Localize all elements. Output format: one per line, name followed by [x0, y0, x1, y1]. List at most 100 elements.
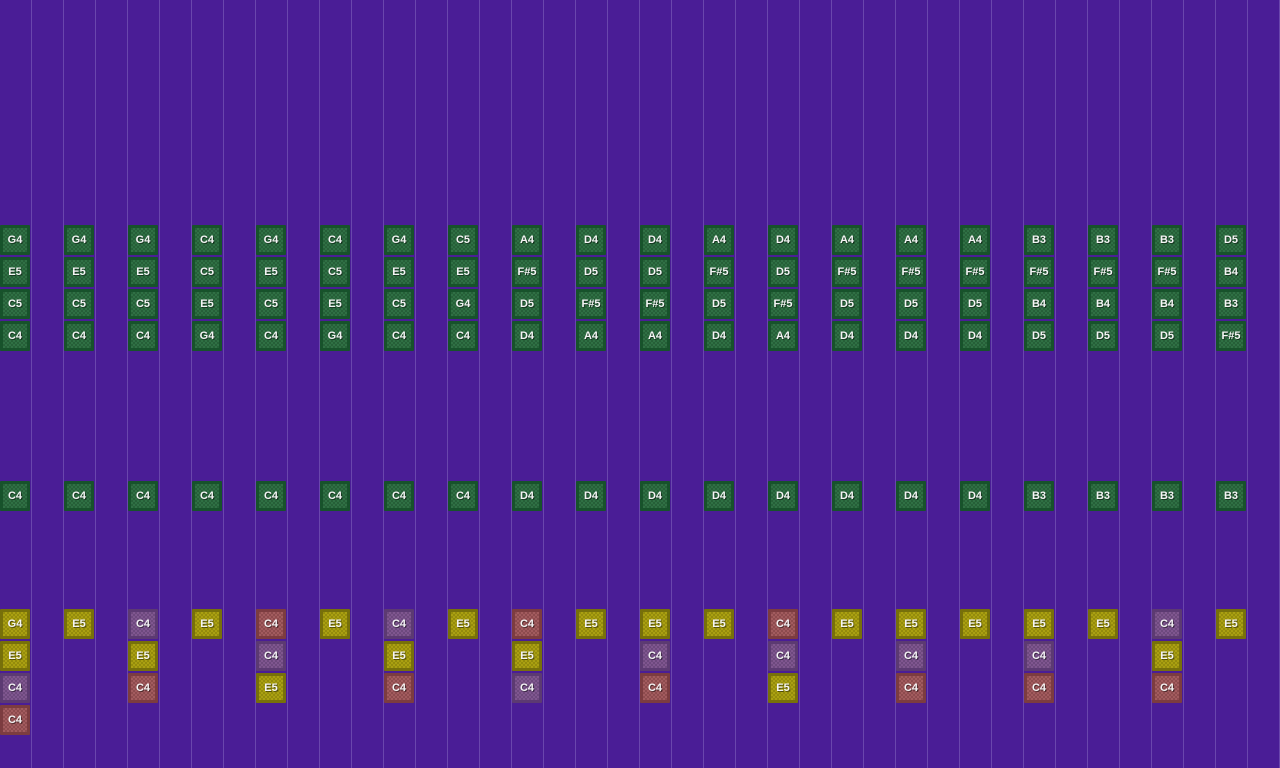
note-block[interactable]: E5 — [448, 257, 478, 287]
note-block[interactable]: E5 — [64, 257, 94, 287]
note-block[interactable]: C4 — [0, 705, 30, 735]
note-block[interactable]: C5 — [0, 289, 30, 319]
note-block[interactable]: D4 — [832, 321, 862, 351]
note-block[interactable]: C4 — [768, 609, 798, 639]
note-block[interactable]: C4 — [128, 673, 158, 703]
note-block[interactable]: E5 — [0, 257, 30, 287]
note-block[interactable]: E5 — [1216, 609, 1246, 639]
note-block[interactable]: C5 — [256, 289, 286, 319]
note-block[interactable]: D5 — [1152, 321, 1182, 351]
note-block[interactable]: G4 — [256, 225, 286, 255]
note-block[interactable]: C4 — [256, 609, 286, 639]
note-block[interactable]: D5 — [768, 257, 798, 287]
note-block[interactable]: G4 — [384, 225, 414, 255]
note-block[interactable]: E5 — [896, 609, 926, 639]
note-block[interactable]: D5 — [640, 257, 670, 287]
note-block[interactable]: E5 — [640, 609, 670, 639]
note-block[interactable]: F#5 — [960, 257, 990, 287]
note-block[interactable]: C4 — [896, 641, 926, 671]
note-block[interactable]: C5 — [64, 289, 94, 319]
note-block[interactable]: C4 — [384, 321, 414, 351]
note-block[interactable]: E5 — [384, 257, 414, 287]
note-block[interactable]: C5 — [128, 289, 158, 319]
note-block[interactable]: E5 — [320, 609, 350, 639]
note-block[interactable]: B3 — [1088, 481, 1118, 511]
note-block[interactable]: C4 — [320, 481, 350, 511]
note-block[interactable]: C5 — [320, 257, 350, 287]
note-block[interactable]: E5 — [256, 257, 286, 287]
note-block[interactable]: A4 — [832, 225, 862, 255]
note-block[interactable]: E5 — [1088, 609, 1118, 639]
note-block[interactable]: G4 — [64, 225, 94, 255]
note-block[interactable]: C4 — [896, 673, 926, 703]
note-block[interactable]: G4 — [448, 289, 478, 319]
note-block[interactable]: D4 — [768, 481, 798, 511]
note-block[interactable]: G4 — [0, 225, 30, 255]
note-block[interactable]: C4 — [1152, 673, 1182, 703]
note-block[interactable]: G4 — [128, 225, 158, 255]
note-block[interactable]: D4 — [576, 225, 606, 255]
note-block[interactable]: D5 — [512, 289, 542, 319]
note-block[interactable]: C4 — [256, 481, 286, 511]
note-block[interactable]: C4 — [256, 321, 286, 351]
note-block[interactable]: E5 — [256, 673, 286, 703]
note-block[interactable]: C4 — [640, 673, 670, 703]
note-block[interactable]: F#5 — [1216, 321, 1246, 351]
note-block[interactable]: A4 — [768, 321, 798, 351]
note-block[interactable]: B3 — [1216, 481, 1246, 511]
note-block[interactable]: D5 — [896, 289, 926, 319]
note-block[interactable]: F#5 — [768, 289, 798, 319]
note-block[interactable]: C4 — [128, 321, 158, 351]
note-block[interactable]: B3 — [1152, 225, 1182, 255]
note-block[interactable]: E5 — [192, 289, 222, 319]
note-block[interactable]: D4 — [640, 481, 670, 511]
note-block[interactable]: F#5 — [512, 257, 542, 287]
note-block[interactable]: E5 — [320, 289, 350, 319]
note-block[interactable]: C4 — [448, 481, 478, 511]
note-block[interactable]: C4 — [128, 609, 158, 639]
note-block[interactable]: C4 — [64, 481, 94, 511]
note-block[interactable]: E5 — [768, 673, 798, 703]
note-block[interactable]: C4 — [384, 609, 414, 639]
note-block[interactable]: E5 — [832, 609, 862, 639]
note-block[interactable]: D5 — [576, 257, 606, 287]
note-block[interactable]: E5 — [0, 641, 30, 671]
note-block[interactable]: B3 — [1216, 289, 1246, 319]
note-block[interactable]: D4 — [512, 481, 542, 511]
note-block[interactable]: D4 — [960, 321, 990, 351]
note-block[interactable]: D4 — [704, 481, 734, 511]
note-block[interactable]: D5 — [1024, 321, 1054, 351]
note-block[interactable]: D5 — [1088, 321, 1118, 351]
note-block[interactable]: B3 — [1024, 481, 1054, 511]
note-block[interactable]: F#5 — [1088, 257, 1118, 287]
note-block[interactable]: E5 — [960, 609, 990, 639]
note-block[interactable]: C4 — [256, 641, 286, 671]
note-block[interactable]: B4 — [1088, 289, 1118, 319]
note-block[interactable]: C5 — [192, 257, 222, 287]
note-block[interactable]: D5 — [1216, 225, 1246, 255]
note-block[interactable]: F#5 — [704, 257, 734, 287]
note-block[interactable]: E5 — [64, 609, 94, 639]
note-block[interactable]: F#5 — [1152, 257, 1182, 287]
note-block[interactable]: E5 — [448, 609, 478, 639]
note-block[interactable]: A4 — [704, 225, 734, 255]
note-block[interactable]: C4 — [0, 481, 30, 511]
note-block[interactable]: B3 — [1088, 225, 1118, 255]
note-block[interactable]: C4 — [64, 321, 94, 351]
note-block[interactable]: D4 — [704, 321, 734, 351]
note-block[interactable]: D4 — [896, 321, 926, 351]
note-block[interactable]: E5 — [128, 641, 158, 671]
note-block[interactable]: D5 — [704, 289, 734, 319]
note-block[interactable]: A4 — [960, 225, 990, 255]
note-block[interactable]: D4 — [896, 481, 926, 511]
note-block[interactable]: E5 — [192, 609, 222, 639]
note-block[interactable]: A4 — [512, 225, 542, 255]
note-block[interactable]: B4 — [1024, 289, 1054, 319]
note-block[interactable]: G4 — [320, 321, 350, 351]
note-block[interactable]: C4 — [0, 673, 30, 703]
note-block[interactable]: D4 — [576, 481, 606, 511]
note-block[interactable]: E5 — [1024, 609, 1054, 639]
note-block[interactable]: C4 — [1024, 641, 1054, 671]
note-block[interactable]: A4 — [576, 321, 606, 351]
